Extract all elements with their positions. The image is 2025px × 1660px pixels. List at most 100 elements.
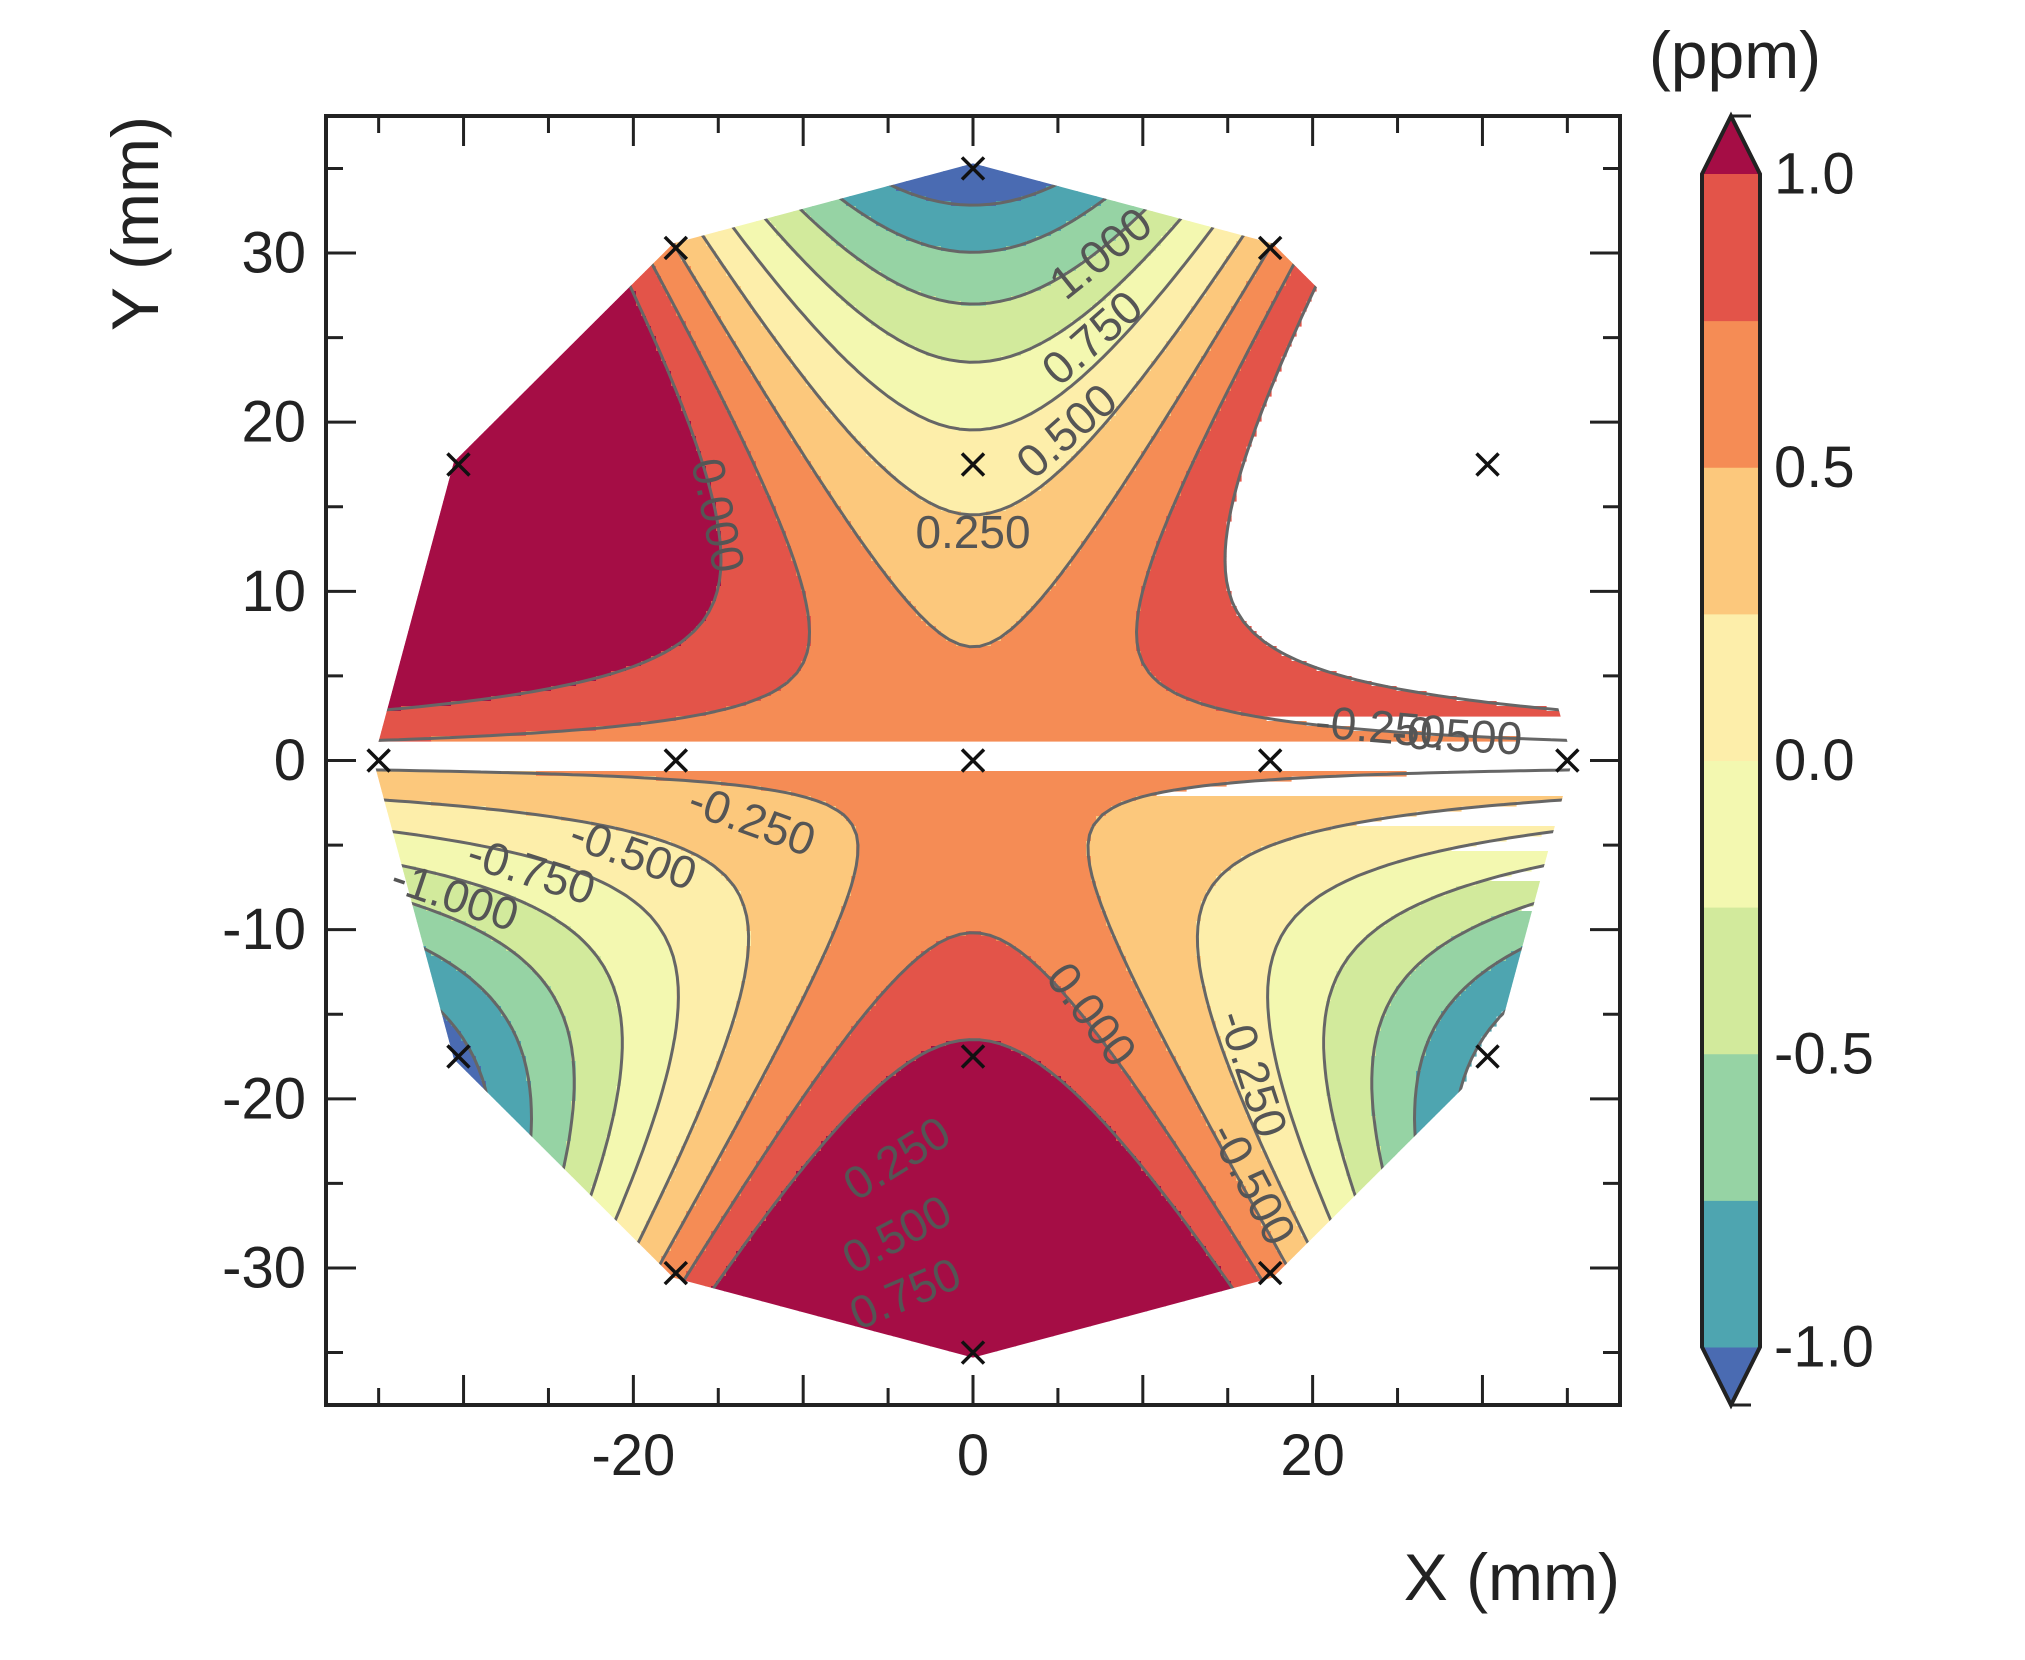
field-cell [516,851,692,857]
field-cell [816,1076,887,1082]
field-cell [1186,211,1222,217]
field-cell [373,961,452,967]
field-cell [741,896,847,902]
field-cell [746,1101,802,1107]
field-cell [1296,1211,1327,1217]
field-cell [881,1081,1067,1087]
field-cell [1371,1081,1417,1087]
field-cell [841,421,937,427]
field-cell [1216,706,1547,712]
field-cell [491,1156,532,1162]
field-cell [1326,1021,1382,1027]
field-cell [1021,196,1107,202]
field-cell [1231,866,1377,872]
field-cell [456,1336,482,1342]
field-cell [1196,151,1237,157]
field-cell [373,1166,492,1172]
field-cell [1431,1231,1462,1237]
field-cell [646,1221,682,1227]
field-cell [791,246,847,252]
field-cell [596,726,1352,732]
field-cell [651,1131,692,1137]
field-cell [1341,1246,1377,1252]
field-cell [1471,926,1567,932]
field-cell [556,1291,582,1297]
field-cell [781,416,837,422]
field-cell [1221,211,1257,217]
field-cell [1286,1091,1327,1097]
field-cell [756,1086,812,1092]
field-cell [701,356,742,362]
field-cell [1296,256,1332,262]
field-cell [646,1141,687,1147]
field-cell [636,1246,672,1252]
field-cell [1141,261,1187,267]
field-cell [506,1271,532,1277]
field-cell [786,1121,842,1127]
field-cell [636,301,672,307]
field-cell [631,896,742,902]
field-cell [1261,1216,1297,1222]
field-cell [516,1321,542,1327]
field-cell [481,1076,527,1082]
field-cell [676,1011,737,1017]
x-ticks: -20 0 20 [377,116,1569,1488]
field-cell [1436,1246,1467,1252]
field-cell [1326,1331,1357,1337]
field-cell [491,1106,532,1112]
field-cell [373,446,697,452]
field-cell [1216,1031,1272,1037]
field-cell [373,871,437,877]
field-cell [1291,916,1392,922]
field-cell [521,1051,572,1057]
field-cell [566,1381,592,1387]
field-cell [1201,146,1237,152]
field-cell [1241,1181,1282,1187]
field-cell [1266,196,1302,202]
field-cell [1351,1176,1387,1182]
field-cell [1286,216,1322,222]
field-cell [856,851,1087,857]
field-cell [771,691,1177,697]
field-cell [1421,1191,1457,1197]
field-cell [821,396,892,402]
field-cell [721,566,797,572]
field-cell [1311,126,1342,132]
field-cell [731,221,772,227]
field-cell [956,641,992,647]
field-cell [1436,1336,1467,1342]
field-cell [521,1211,552,1217]
field-cell [373,646,672,652]
field-cell [711,196,747,202]
field-cell [1086,1101,1147,1107]
x-axis-label: X (mm) [1404,1540,1620,1614]
field-cell [373,436,697,442]
field-cell [1286,1261,1317,1267]
field-cell [373,931,392,937]
field-cell [1101,896,1207,902]
field-cell [836,191,912,197]
field-cell [1206,896,1317,902]
field-cell [1326,1041,1377,1047]
field-cell [641,1231,677,1237]
field-cell [1206,291,1242,297]
field-cell [1121,401,1177,407]
field-cell [1301,906,1412,912]
field-cell [476,1056,527,1062]
field-cell [1236,246,1272,252]
field-cell [373,1281,472,1287]
field-cell [1096,816,1382,822]
field-cell [896,336,1052,342]
field-cell [711,1236,752,1242]
field-cell [1266,1226,1302,1232]
field-cell [1196,951,1277,957]
field-cell [571,1126,612,1132]
field-cell [1151,556,1227,562]
field-cell [1221,1141,1262,1147]
field-cell [1076,551,1157,557]
field-cell [796,566,882,572]
field-cell [806,1161,1142,1167]
field-cell [1421,1186,1457,1192]
field-cell [866,1096,1082,1102]
field-cell [1271,191,1302,197]
